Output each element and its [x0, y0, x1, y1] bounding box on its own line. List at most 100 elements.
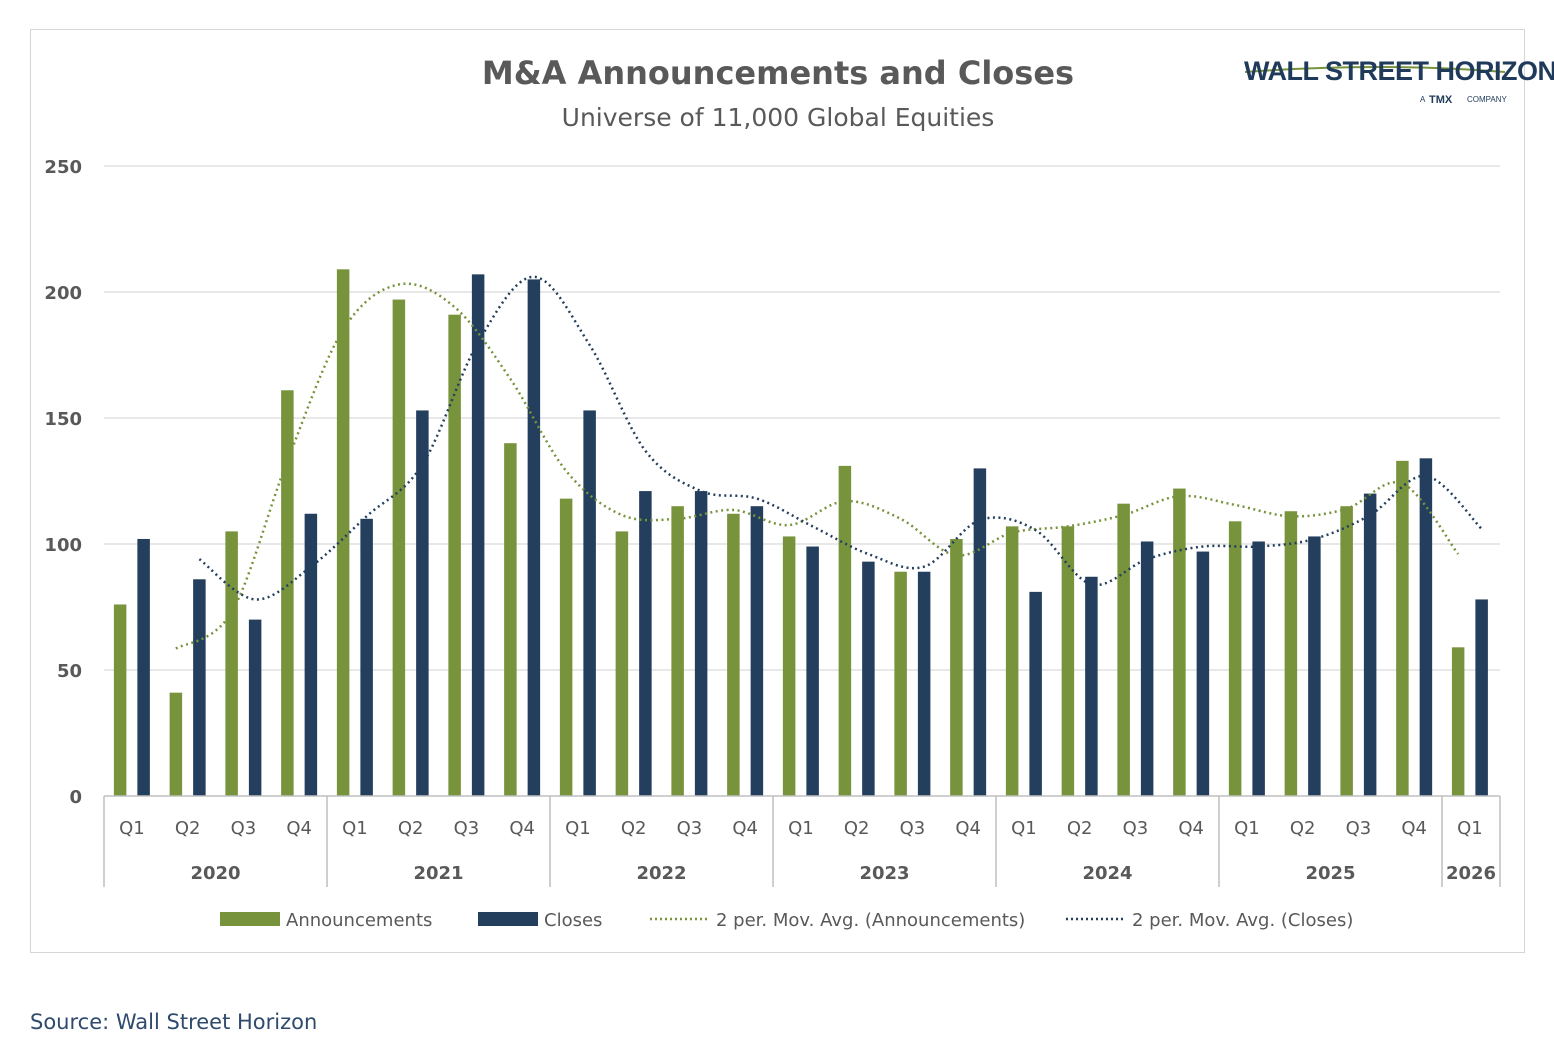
bar-announcements: [281, 390, 294, 796]
bar-closes: [1419, 458, 1433, 796]
logo-swoosh: [1244, 66, 1506, 73]
chart-title: M&A Announcements and Closes: [482, 54, 1074, 92]
bar-announcements: [169, 692, 183, 796]
bar-closes: [304, 513, 318, 796]
bar-announcements: [113, 604, 127, 796]
bar-announcements: [727, 513, 740, 796]
chart: M&A Announcements and Closes Universe of…: [44, 54, 1554, 931]
quarter-label: Q3: [1123, 818, 1149, 839]
bar-closes: [471, 274, 485, 796]
quarter-label: Q3: [1346, 818, 1372, 839]
bar-announcements: [950, 538, 963, 796]
quarter-label: Q1: [342, 818, 368, 839]
quarter-label: Q4: [955, 818, 981, 839]
bar-closes: [806, 546, 819, 796]
year-label: 2024: [1082, 863, 1132, 884]
legend-swatch-announcements: [220, 912, 280, 926]
bar-announcements: [1284, 511, 1298, 796]
chart-frame: [30, 29, 1525, 953]
quarter-label: Q1: [565, 818, 591, 839]
bar-closes: [137, 538, 150, 796]
year-label: 2022: [636, 863, 686, 884]
ma-line-closes: [198, 275, 1483, 601]
year-label: 2025: [1305, 863, 1355, 884]
bar-closes: [1363, 493, 1377, 796]
legend-label-ma-announcements: 2 per. Mov. Avg. (Announcements): [716, 910, 1025, 931]
bar-closes: [973, 468, 987, 796]
bar-closes: [1308, 536, 1321, 796]
bar-closes: [1085, 576, 1098, 796]
bar-announcements: [448, 314, 461, 796]
quarter-label: Q2: [1067, 818, 1093, 839]
bar-closes: [1252, 541, 1265, 796]
bar-announcements: [1117, 503, 1130, 796]
quarter-label: Q2: [398, 818, 424, 839]
chart-subtitle: Universe of 11,000 Global Equities: [562, 103, 995, 132]
x-axis: Q1 Q2 Q3 Q4 Q1 Q2 Q3 Q4 Q1 Q2 Q3 Q4 Q1 Q2 Q3 Q4 Q1 Q2 Q3 Q4…: [103, 795, 1501, 887]
y-tick-label: 150: [44, 409, 82, 430]
y-axis-ticks: 0 50 100 150 200 250: [44, 157, 82, 808]
year-label: 2021: [413, 863, 463, 884]
wall-street-horizon-logo: WALL STREET HORIZON A TMX COMPANY: [1244, 56, 1554, 106]
legend-label-closes: Closes: [544, 910, 602, 931]
y-tick-label: 0: [69, 787, 82, 808]
quarter-label: Q2: [175, 818, 201, 839]
bar-announcements: [1228, 521, 1242, 796]
legend-label-ma-closes: 2 per. Mov. Avg. (Closes): [1132, 910, 1353, 931]
bar-announcements: [225, 531, 238, 796]
quarter-label: Q4: [1178, 818, 1204, 839]
logo-wordmark: WALL STREET HORIZON: [1244, 56, 1554, 86]
legend: Announcements Closes 2 per. Mov. Avg. (A…: [220, 910, 1353, 931]
bar-announcements: [782, 536, 796, 796]
bar-closes: [248, 619, 262, 796]
bar-announcements: [1061, 526, 1075, 796]
logo-suffix: COMPANY: [1467, 95, 1508, 104]
gridlines: [104, 165, 1500, 671]
quarter-label: Q4: [732, 818, 758, 839]
y-tick-label: 100: [44, 535, 82, 556]
year-label: 2020: [190, 863, 240, 884]
bar-closes: [1140, 541, 1154, 796]
quarter-label: Q1: [119, 818, 145, 839]
bar-announcements: [615, 531, 629, 796]
bar-announcements: [894, 571, 907, 796]
quarter-label: Q4: [1401, 818, 1427, 839]
y-tick-label: 50: [57, 661, 82, 682]
bar-announcements: [1451, 647, 1465, 796]
quarter-label: Q2: [844, 818, 870, 839]
y-tick-label: 250: [44, 157, 82, 178]
quarter-label: Q4: [286, 818, 312, 839]
bar-announcements: [1396, 460, 1409, 796]
legend-label-announcements: Announcements: [286, 910, 432, 931]
quarter-label: Q1: [1011, 818, 1037, 839]
bar-closes: [416, 410, 429, 796]
source-note: Source: Wall Street Horizon: [30, 1010, 318, 1034]
quarter-label: Q2: [1290, 818, 1316, 839]
year-label: 2026: [1446, 863, 1496, 884]
bar-closes: [583, 410, 596, 796]
legend-swatch-closes: [478, 912, 538, 926]
bars: [113, 269, 1488, 796]
bar-closes: [1196, 551, 1210, 796]
bar-closes: [917, 571, 931, 796]
bar-announcements: [336, 269, 350, 796]
quarter-label: Q1: [788, 818, 814, 839]
moving-average-lines: [175, 275, 1483, 650]
quarter-label: Q1: [1457, 818, 1483, 839]
ma-line-announcements: [175, 282, 1460, 650]
bar-closes: [694, 491, 708, 796]
bar-announcements: [1005, 526, 1019, 796]
bar-announcements: [1173, 488, 1186, 796]
quarter-label: Q2: [621, 818, 647, 839]
quarter-label: Q3: [454, 818, 480, 839]
bar-closes: [1475, 599, 1488, 796]
bar-announcements: [1340, 506, 1353, 796]
bar-closes: [750, 506, 764, 796]
bar-closes: [360, 518, 373, 796]
quarter-label: Q3: [677, 818, 703, 839]
bar-announcements: [671, 506, 684, 796]
bar-closes: [193, 579, 206, 796]
bar-announcements: [392, 299, 406, 796]
bar-closes: [639, 491, 652, 796]
quarter-label: Q1: [1234, 818, 1260, 839]
